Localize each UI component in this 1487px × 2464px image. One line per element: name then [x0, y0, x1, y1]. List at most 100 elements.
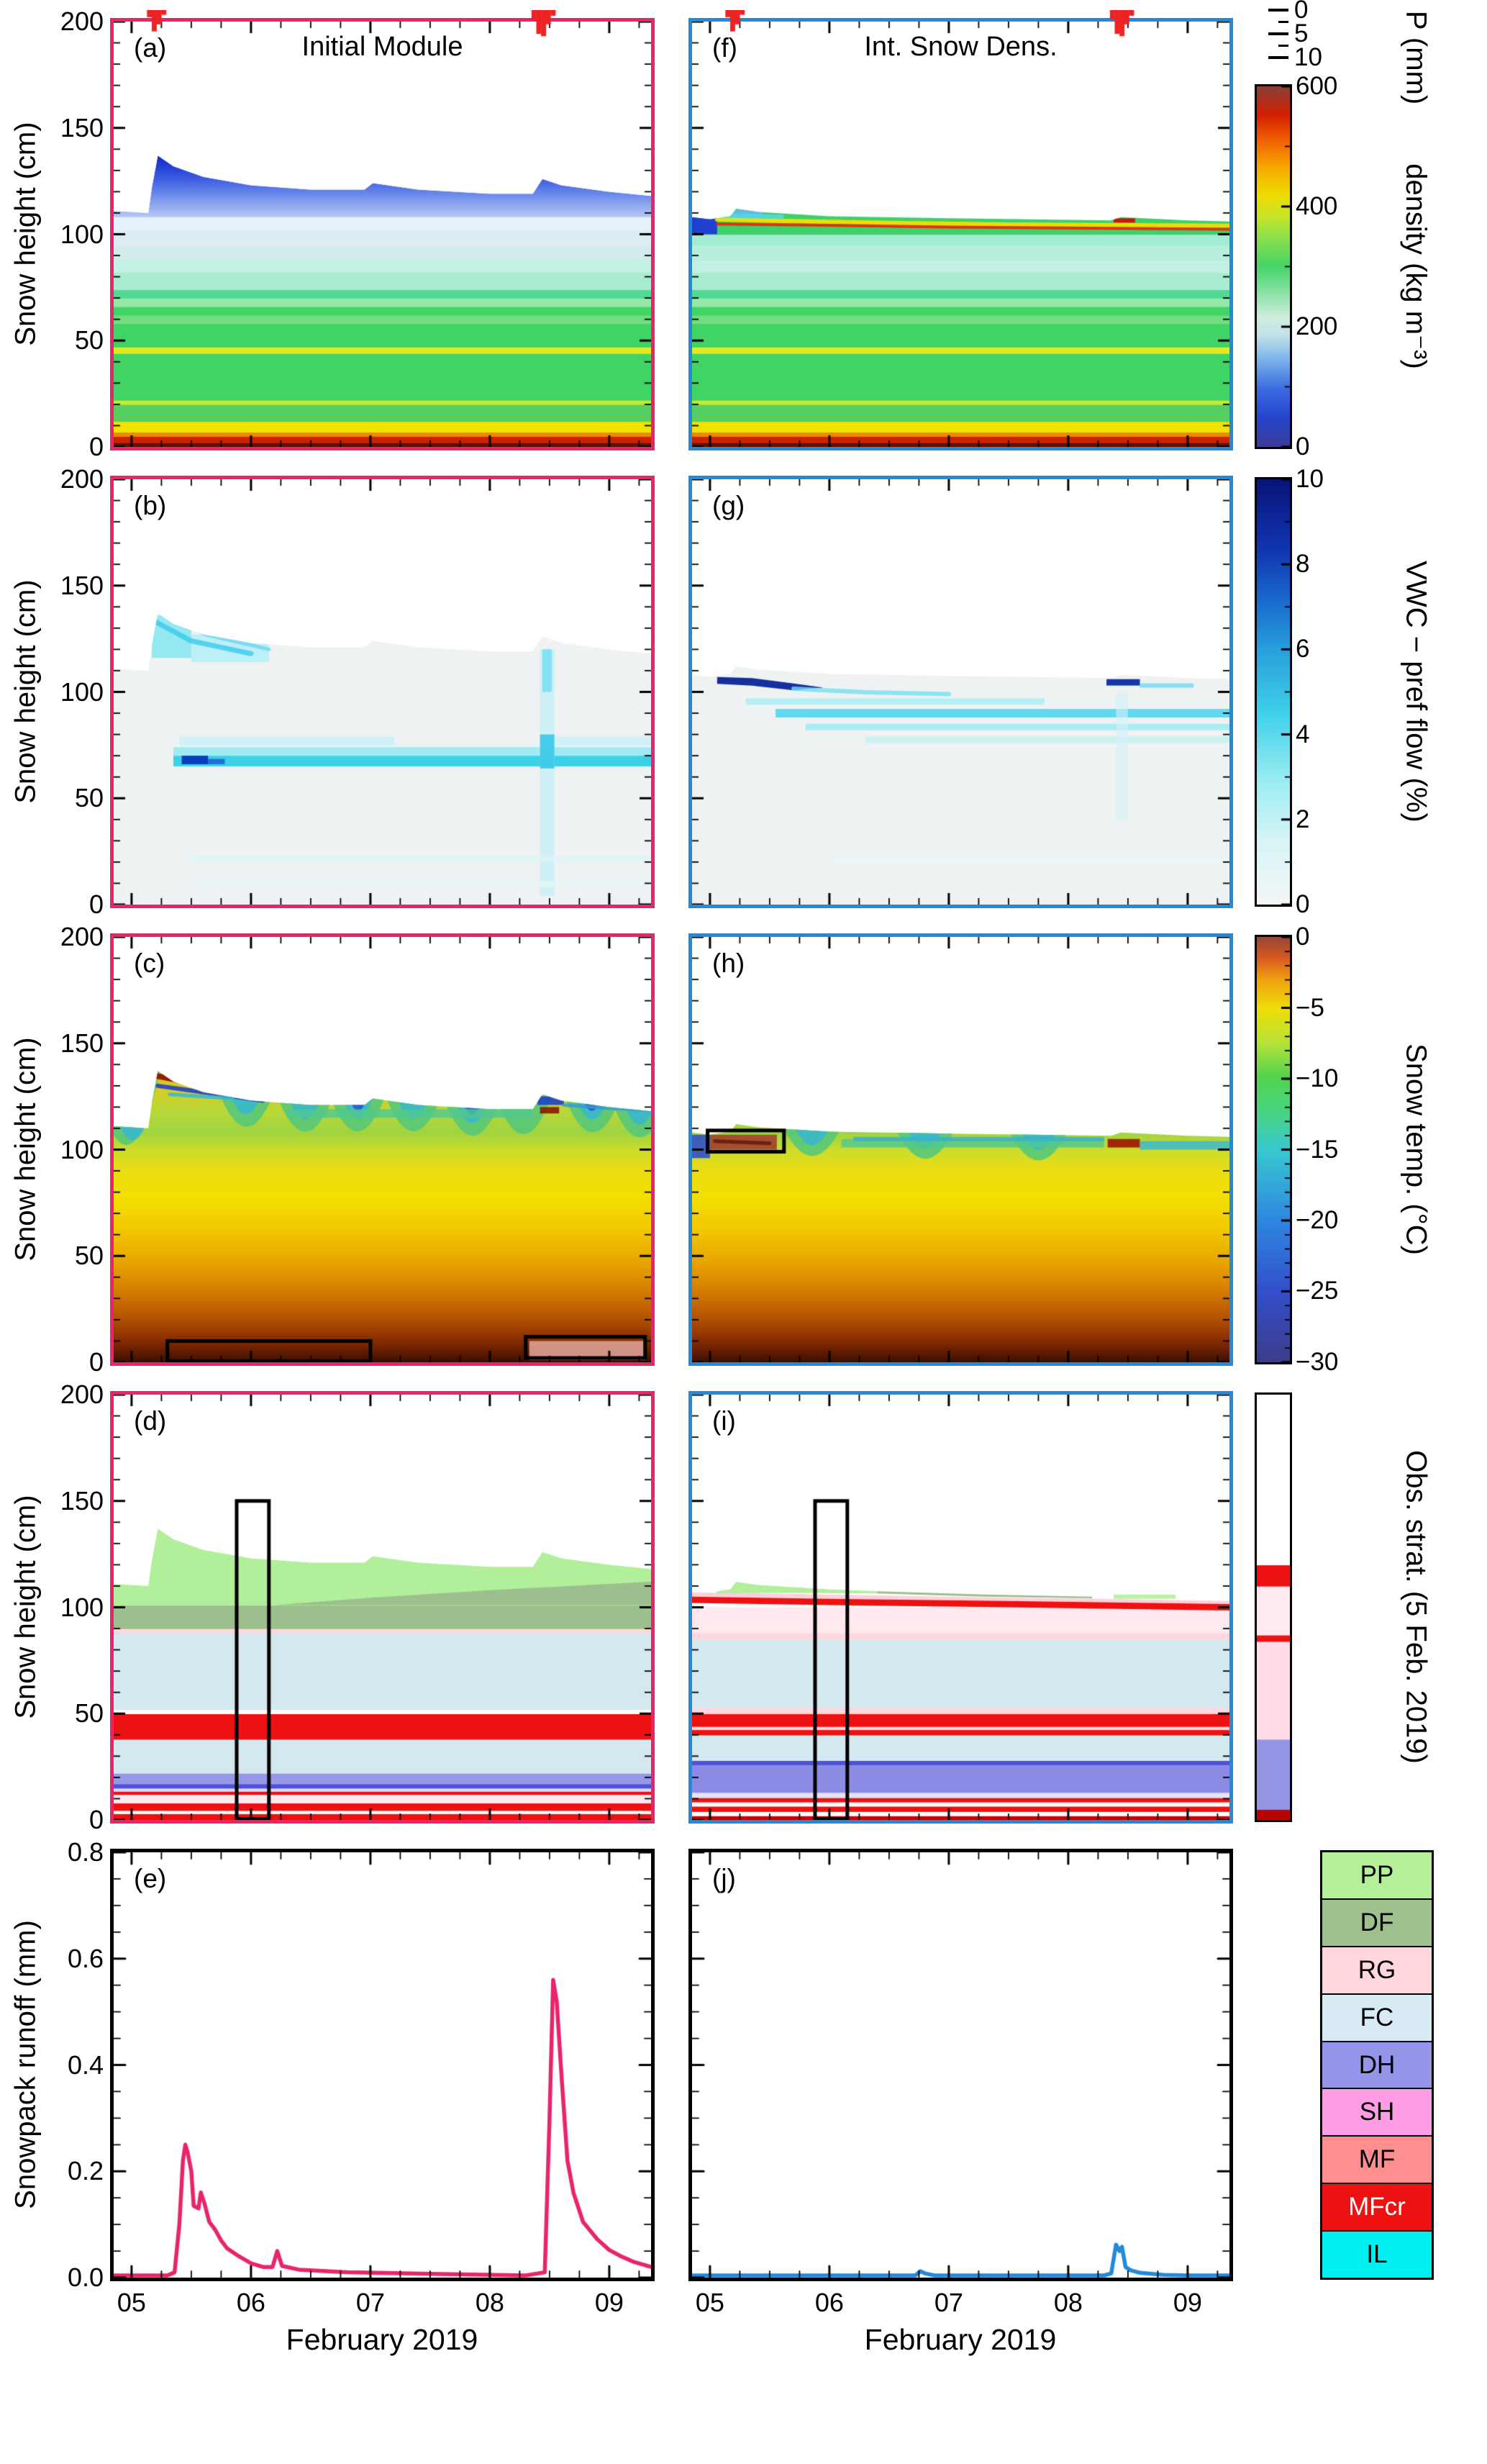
- panel-i-strat-canvas: [692, 1395, 1229, 1820]
- colorbar-vwc: [1255, 477, 1292, 907]
- panel-b-vwc-initial: [110, 476, 655, 908]
- precip-bars-left: [114, 10, 651, 66]
- panel-g-vwc-intdens: [688, 476, 1233, 908]
- x-tick-label: 06: [236, 2288, 265, 2317]
- colorbar-temp-tick-label: −20: [1296, 1206, 1339, 1235]
- p-axis-minor-tick-mark: [1278, 45, 1288, 47]
- y-tick-label: 200: [60, 6, 104, 36]
- y-tick-label: 200: [60, 464, 104, 494]
- legend-item-DH: DH: [1322, 2040, 1432, 2088]
- panel-letter-d: (d): [134, 1406, 167, 1436]
- p-axis-title: P (mm): [1400, 10, 1432, 105]
- p-axis-tick-mark: [1268, 32, 1288, 35]
- colorbar-density: [1255, 84, 1292, 449]
- y-tick-label: 0: [88, 1805, 104, 1834]
- x-tick-label: 07: [355, 2288, 385, 2317]
- panel-c-temp-initial: [110, 933, 655, 1366]
- panel-e-runoff-initial: [110, 1849, 655, 2281]
- p-axis-tick-mark: [1268, 9, 1288, 12]
- panel-e-line-canvas: [114, 1852, 651, 2278]
- panel-i-stratigraphy-intdens: [688, 1391, 1233, 1824]
- colorbar-density-title: density (kg m⁻³): [1400, 163, 1432, 369]
- panel-letter-h: (h): [712, 948, 745, 978]
- panel-a-heatmap-canvas: [114, 22, 651, 447]
- panel-f-density-intdens: [688, 18, 1233, 450]
- panel-letter-e: (e): [134, 1864, 167, 1893]
- colorbar-temp-canvas: [1257, 937, 1290, 1362]
- panel-d-strat-canvas: [114, 1395, 651, 1820]
- p-axis-tick-mark: [1268, 56, 1288, 59]
- panel-b-heatmap-canvas: [114, 479, 651, 905]
- y-tick-label: 100: [60, 1134, 104, 1164]
- y-tick-label: 200: [60, 922, 104, 951]
- colorbar-density-tick-label: 600: [1296, 72, 1338, 100]
- panel-letter-j: (j): [712, 1864, 736, 1893]
- y-tick-label: 0: [88, 432, 104, 461]
- colorbar-vwc-canvas: [1257, 479, 1290, 905]
- panel-h-temp-intdens: [688, 933, 1233, 1366]
- p-axis-tick-label: 10: [1294, 43, 1322, 71]
- p-axis-minor-tick-mark: [1278, 21, 1288, 23]
- legend-item-FC: FC: [1322, 1993, 1432, 2041]
- x-tick-label: 07: [934, 2288, 963, 2317]
- grain-type-legend: PP DF RG FC DH SH MF MFcr IL: [1320, 1850, 1434, 2280]
- panel-a-density-initial: [110, 18, 655, 450]
- colorbar-vwc-tick-label: 0: [1296, 890, 1310, 918]
- panel-g-heatmap-canvas: [692, 479, 1229, 905]
- x-tick-label: 05: [695, 2288, 724, 2317]
- colorbar-vwc-tick-label: 4: [1296, 720, 1310, 748]
- colorbar-density-canvas: [1257, 86, 1290, 447]
- y-tick-label: 0.2: [67, 2156, 104, 2186]
- colorbar-density-tick-label: 200: [1296, 312, 1338, 341]
- panel-letter-b: (b): [134, 491, 167, 520]
- panel-letter-i: (i): [712, 1406, 736, 1436]
- colorbar-temp-tick-label: 0: [1296, 923, 1310, 951]
- panel-letter-f: (f): [712, 33, 737, 63]
- colorbar-density-tick-label: 0: [1296, 432, 1310, 461]
- panel-j-runoff-intdens: [688, 1849, 1233, 2281]
- column-title-int-snow-dens: Int. Snow Dens.: [864, 32, 1058, 62]
- colorbar-vwc-title: VWC − pref flow (%): [1400, 561, 1432, 823]
- colorbar-vwc-tick-label: 8: [1296, 550, 1310, 579]
- colorbar-density-tick-label: 400: [1296, 191, 1338, 220]
- colorbar-temp: [1255, 935, 1292, 1364]
- colorbar-temp-tick-label: −25: [1296, 1277, 1339, 1305]
- y-tick-label: 100: [60, 219, 104, 249]
- x-tick-label: 09: [594, 2288, 624, 2317]
- y-tick-label: 150: [60, 1028, 104, 1058]
- panel-c-heatmap-canvas: [114, 937, 651, 1362]
- panel-d-stratigraphy-initial: [110, 1391, 655, 1824]
- x-axis-title-right: February 2019: [864, 2323, 1057, 2356]
- x-tick-label: 08: [475, 2288, 504, 2317]
- colorbar-obs-strat-canvas: [1257, 1395, 1290, 1820]
- legend-item-PP: PP: [1322, 1852, 1432, 1898]
- y-tick-label: 0.0: [67, 2263, 104, 2292]
- colorbar-vwc-tick-label: 6: [1296, 635, 1310, 663]
- y-tick-label: 150: [60, 570, 104, 600]
- x-tick-label: 08: [1053, 2288, 1083, 2317]
- y-tick-label: 0.8: [67, 1837, 104, 1867]
- y-tick-label: 0.6: [67, 1943, 104, 1973]
- y-tick-label: 0.4: [67, 2049, 104, 2080]
- colorbar-temp-title: Snow temp. (°C): [1400, 1043, 1432, 1255]
- legend-item-SH: SH: [1322, 2088, 1432, 2136]
- p-axis-tick-label: 5: [1294, 19, 1309, 47]
- y-tick-label: 50: [74, 1698, 104, 1729]
- y-tick-label: 200: [60, 1380, 104, 1409]
- y-tick-label: 50: [74, 325, 104, 355]
- y-tick-label: 50: [74, 783, 104, 813]
- panel-f-heatmap-canvas: [692, 22, 1229, 447]
- y-tick-label: 150: [60, 1485, 104, 1516]
- panel-h-heatmap-canvas: [692, 937, 1229, 1362]
- y-tick-label: 0: [88, 889, 104, 919]
- panel-letter-g: (g): [712, 491, 745, 520]
- panel-letter-c: (c): [134, 948, 165, 978]
- colorbar-obs-strat-title: Obs. strat. (5 Feb. 2019): [1400, 1450, 1432, 1764]
- precip-bars-right: [692, 10, 1229, 66]
- colorbar-temp-tick-label: −15: [1296, 1135, 1339, 1164]
- p-axis-tick-label: 0: [1294, 0, 1309, 24]
- y-tick-label: 100: [60, 1592, 104, 1622]
- column-title-initial-module: Initial Module: [301, 32, 463, 62]
- colorbar-obs-strat: [1255, 1392, 1292, 1822]
- legend-item-IL: IL: [1322, 2230, 1432, 2278]
